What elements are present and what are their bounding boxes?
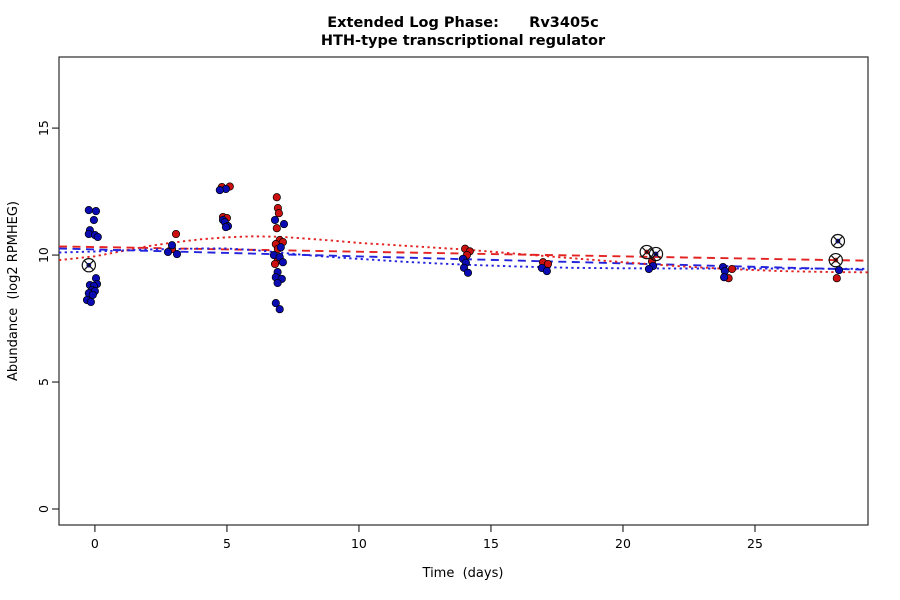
data-point-blue [644,264,653,274]
data-point-blue [720,273,729,282]
x-tick-label: 10 [351,536,367,551]
flagged-point-x [832,236,843,247]
data-point-blue [834,266,844,275]
data-point-blue [275,305,284,314]
y-tick-label: 0 [36,505,51,513]
plot-title-line2: HTH-type transcriptional regulator [321,33,606,49]
data-point-blue [167,241,177,250]
data-point-red [272,224,281,233]
y-tick-label: 10 [36,247,51,263]
data-point-blue [221,223,230,232]
trend-line-red-lowess [58,235,869,274]
data-point-red [272,193,281,202]
data-point-blue [463,268,473,277]
y-tick-label: 15 [36,120,51,136]
x-tick-label: 5 [223,536,231,551]
flagged-point-circle [81,258,97,273]
data-point-blue [84,206,93,215]
flagged-point-circle [828,252,843,268]
data-point-blue [271,299,280,308]
plot-frame [58,56,869,526]
x-tick-label: 25 [747,536,763,551]
plot-area: 0 5 10 15 20 25 0 5 10 15 [36,56,869,551]
flagged-point-circle [830,233,846,249]
plot-title-line1: Extended Log Phase: Rv3405c [327,15,598,31]
y-tick-label: 5 [36,378,51,386]
data-point-blue [278,258,287,267]
y-axis-label: Abundance (log2 RPMHEG) [6,201,21,381]
flagged-point-x [830,255,841,266]
data-point-red [171,229,181,239]
data-point-blue [215,186,224,195]
data-point-blue [93,232,102,242]
data-point-blue [542,267,551,276]
data-point-blue [88,290,97,299]
data-point-red [727,264,737,274]
data-point-blue [276,243,285,252]
flagged-point-x [83,260,94,271]
flagged-point-x [641,246,652,258]
data-point-blue [163,247,173,257]
data-point-red [274,209,283,218]
data-point-red [270,259,280,269]
x-tick-label: 0 [91,536,99,551]
data-point-blue [270,215,280,225]
x-axis-label: Time (days) [422,566,504,581]
flagged-point-x [650,248,662,260]
data-point-blue [86,297,95,307]
data-point-blue [89,215,98,225]
x-tick-label: 20 [615,536,631,551]
data-point-red [832,274,841,283]
flagged-point-circle [648,246,664,262]
data-point-blue [91,207,101,216]
data-point-blue [273,278,282,288]
data-point-blue [279,220,289,229]
data-point-blue [172,250,182,259]
x-tick-label: 15 [483,536,499,551]
